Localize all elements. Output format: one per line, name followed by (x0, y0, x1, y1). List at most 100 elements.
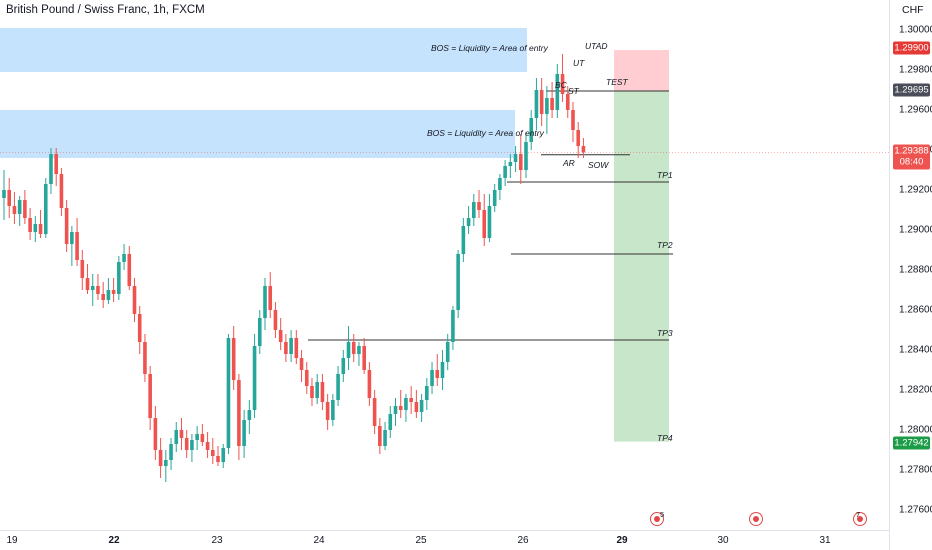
price-tick-label: 1.29800 (899, 64, 932, 76)
candle-body (456, 254, 460, 310)
candle-body (137, 314, 142, 342)
candle-body (38, 224, 43, 234)
candle-body (487, 206, 492, 238)
event-count-1: 5 (660, 510, 665, 519)
candle-body (315, 382, 319, 398)
utad-label: UTAD (585, 41, 608, 51)
time-tick-label: 31 (819, 535, 831, 546)
ar-label: AR (563, 158, 575, 168)
economic-event-icon[interactable] (650, 512, 664, 526)
time-axis-divider (0, 530, 889, 531)
time-tick-label: 29 (616, 535, 628, 546)
candle-body (268, 286, 273, 310)
candle-body (325, 402, 330, 420)
candle-body (127, 254, 132, 286)
tp2-label: TP2 (657, 240, 673, 250)
candle-body (472, 202, 476, 218)
candle-body (17, 200, 22, 214)
candle-body (346, 342, 351, 358)
economic-event-icon[interactable] (853, 512, 867, 526)
candle-body (550, 98, 554, 110)
candle-body (503, 166, 507, 178)
candle-body (378, 426, 382, 446)
time-tick-label: 22 (108, 535, 120, 546)
price-tick-label: 1.28800 (899, 264, 932, 276)
candle-body (289, 338, 293, 354)
candle-body (33, 224, 38, 232)
candle-body (534, 90, 539, 118)
candle-body (331, 400, 335, 420)
candle-body (440, 362, 445, 378)
candle-body (545, 98, 549, 114)
candle-body (393, 406, 398, 414)
candle-body (28, 218, 32, 232)
candle-body (54, 154, 58, 174)
price-tick-label: 1.29600 (899, 104, 932, 116)
chart-title: British Pound / Swiss Franc, 1h, FXCM (6, 4, 205, 16)
candle-body (555, 74, 560, 110)
candle-body (117, 262, 121, 294)
candle-body (451, 310, 455, 342)
candle-body (414, 402, 419, 412)
candle-body (257, 318, 262, 346)
candle-body (529, 118, 534, 142)
candle-body (336, 374, 340, 400)
candle-body (278, 330, 283, 342)
candle-body (132, 286, 137, 314)
last-price-value: 1.29388 (894, 145, 929, 157)
candle-body (294, 338, 299, 358)
tp3-label: TP3 (657, 328, 673, 338)
candle-body (70, 232, 74, 244)
candle-body (174, 430, 179, 444)
candle-body (148, 374, 152, 418)
candle-body (492, 190, 497, 206)
candle-body (571, 110, 575, 130)
price-tick-label: 1.28400 (899, 344, 932, 356)
currency-label: CHF (902, 4, 924, 16)
tp1-label: TP1 (657, 170, 673, 180)
candle-body (466, 218, 471, 226)
candle-body (445, 342, 450, 362)
candle-body (184, 438, 189, 450)
candle-body (430, 370, 434, 386)
candle-body (221, 448, 226, 462)
candle-body (518, 154, 523, 170)
candle-body (169, 444, 173, 460)
candle-body (12, 206, 17, 214)
price-tick-label: 1.28200 (899, 384, 932, 396)
candle-body (179, 430, 184, 438)
candle-body (367, 370, 372, 398)
price-chart[interactable] (0, 0, 889, 530)
candle-body (372, 398, 377, 426)
candle-body (49, 154, 53, 184)
candle-body (565, 94, 570, 110)
stop-price-badge: 1.29900 (893, 41, 930, 55)
entry-price-badge: 1.29695 (893, 83, 930, 97)
candle-body (106, 290, 111, 300)
candle-body (524, 142, 528, 170)
candle-body (216, 456, 220, 462)
time-tick-label: 19 (6, 535, 18, 546)
candle-body (477, 202, 481, 210)
bos-zone-label-top: BOS = Liquidity = Area of entry (431, 43, 548, 53)
candle-body (560, 74, 565, 94)
candle-body (242, 420, 246, 446)
bos-zone-label-mid: BOS = Liquidity = Area of entry (427, 128, 544, 138)
candle-body (581, 146, 586, 153)
bar-countdown: 08:40 (899, 156, 924, 168)
price-tick-label: 1.28600 (899, 304, 932, 316)
price-tick-label: 1.29000 (899, 224, 932, 236)
candle-body (247, 410, 252, 420)
candle-body (435, 370, 440, 378)
candle-body (419, 400, 424, 412)
economic-event-icon[interactable] (749, 512, 763, 526)
candle-body (310, 386, 314, 398)
target-price-badge: 1.27942 (893, 436, 930, 450)
last-price-badge: 1.29388 08:40 (893, 144, 930, 170)
candle-body (190, 440, 194, 450)
candle-body (64, 208, 69, 244)
candle-body (425, 386, 429, 400)
time-tick-label: 23 (211, 535, 223, 546)
candle-body (263, 286, 267, 318)
